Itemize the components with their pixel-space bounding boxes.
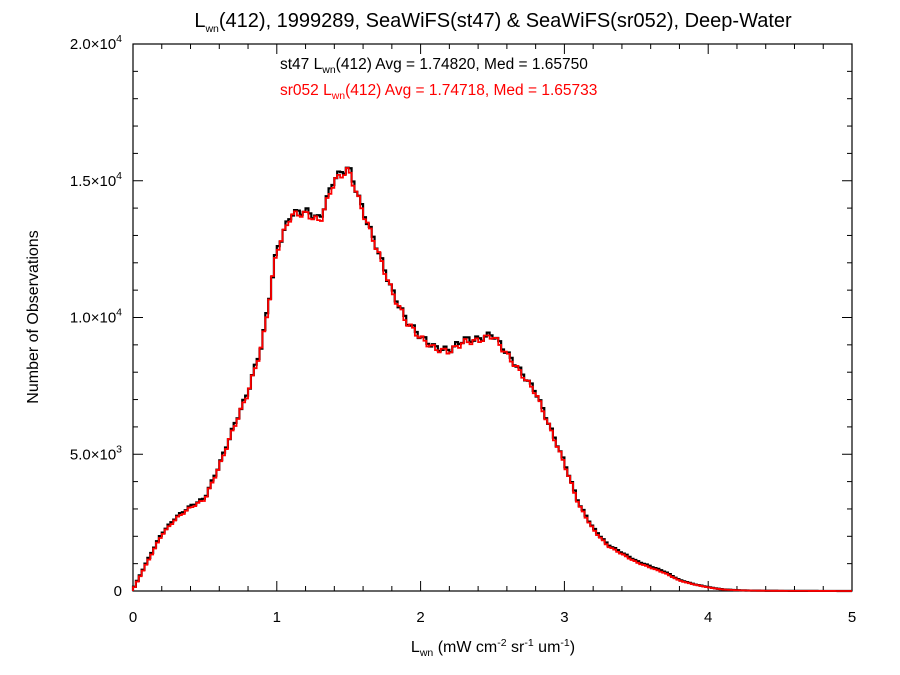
text-part: (412) Avg = 1.74718, Med = 1.65733	[345, 82, 597, 99]
plot-frame	[132, 43, 853, 592]
text-part: 2.0×10	[70, 36, 116, 53]
series-line-sr052	[132, 167, 852, 592]
text-part: L	[194, 10, 205, 32]
text-part: wn	[321, 64, 336, 76]
text-part: L	[411, 639, 420, 656]
histogram-series	[131, 166, 852, 593]
text-part: 1.5×10	[70, 173, 116, 190]
text-part: 3	[116, 443, 122, 455]
annotation-1: sr052 Lwn(412) Avg = 1.74718, Med = 1.65…	[280, 82, 597, 102]
y-axis-label: Number of Observations	[25, 230, 42, 403]
text-part: 1.0×10	[70, 310, 116, 327]
text-part: )	[570, 639, 575, 656]
x-axis-label-text: Lwn (mW cm-2 sr-1 um-1)	[411, 637, 575, 659]
text-part: sr	[507, 639, 525, 656]
text-part: 4	[116, 33, 122, 45]
text-part: (mW cm	[433, 639, 497, 656]
text-part: wn	[204, 23, 219, 35]
series-line-st47	[131, 166, 852, 593]
text-part: wn	[331, 90, 346, 102]
text-part: sr052 L	[280, 82, 332, 99]
text-part: 0	[114, 583, 122, 600]
x-tick-label: 0	[129, 609, 137, 626]
x-axis-ticks: 0 1 2 3 4 5	[129, 44, 856, 626]
y-tick-label: 2.0×104	[70, 33, 122, 53]
x-tick-label: 2	[416, 609, 424, 626]
text-part: st47 L	[280, 56, 323, 73]
chart-title: Lwn(412), 1999289, SeaWiFS(st47) & SeaWi…	[194, 10, 792, 35]
text-part: -1	[524, 637, 533, 649]
text-part: (412) Avg = 1.74820, Med = 1.65750	[336, 56, 589, 73]
text-part: 4	[116, 307, 122, 319]
y-tick-label: 0	[114, 583, 122, 600]
x-tick-label: 1	[273, 609, 281, 626]
y-tick-label: 5.0×103	[70, 443, 122, 463]
text-part: 5.0×10	[70, 446, 116, 463]
text-part: (412), 1999289, SeaWiFS(st47) & SeaWiFS(…	[219, 10, 792, 32]
x-tick-label: 5	[848, 609, 856, 626]
x-tick-label: 3	[560, 609, 568, 626]
stats-annotations: st47 Lwn(412) Avg = 1.74820, Med = 1.657…	[280, 56, 597, 102]
text-part: um	[534, 639, 561, 656]
text-part: -2	[497, 637, 506, 649]
title-text: Lwn(412), 1999289, SeaWiFS(st47) & SeaWi…	[194, 10, 792, 35]
y-tick-label: 1.5×104	[70, 170, 122, 190]
text-part: 4	[116, 170, 122, 182]
text-part: wn	[419, 647, 434, 659]
x-axis-label: Lwn (mW cm-2 sr-1 um-1)	[411, 637, 575, 659]
y-tick-label: 1.0×104	[70, 307, 122, 327]
annotation-0: st47 Lwn(412) Avg = 1.74820, Med = 1.657…	[280, 56, 588, 76]
text-part: -1	[560, 637, 569, 649]
x-tick-label: 4	[704, 609, 712, 626]
